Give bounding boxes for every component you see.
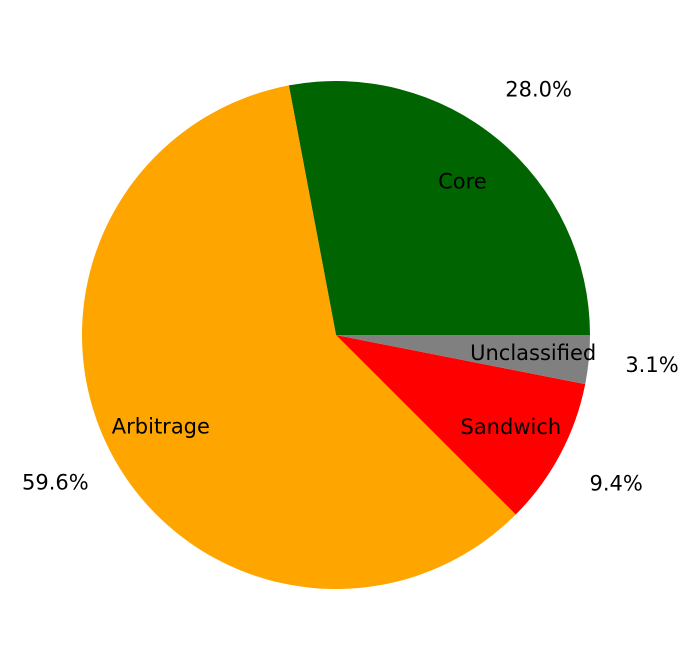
slice-label: Sandwich <box>460 415 561 439</box>
slice-label: Unclassified <box>470 341 596 365</box>
pie-slice <box>288 81 590 336</box>
value-label: 9.4% <box>590 471 643 495</box>
value-label: 59.6% <box>22 470 89 494</box>
slice-label: Core <box>438 169 487 193</box>
pie-slice <box>336 335 590 385</box>
value-label: 3.1% <box>625 353 678 377</box>
pie-slice <box>336 335 586 515</box>
pie-slice <box>82 85 516 589</box>
slice-label: Arbitrage <box>112 415 210 439</box>
value-label: 28.0% <box>505 78 572 102</box>
